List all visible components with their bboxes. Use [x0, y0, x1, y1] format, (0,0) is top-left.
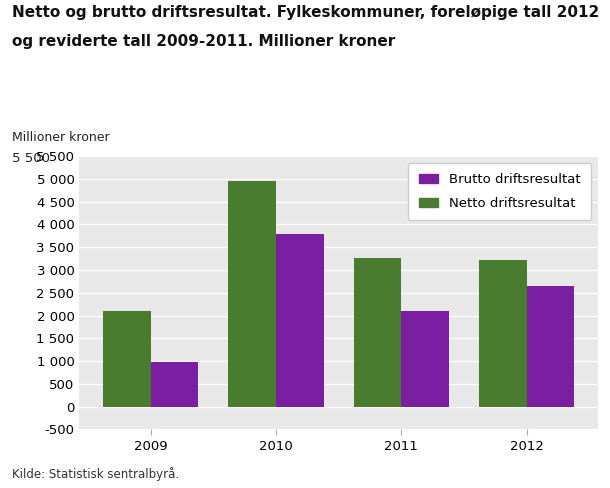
Text: Millioner kroner: Millioner kroner [12, 131, 110, 144]
Bar [228, 181, 276, 407]
Bar [103, 311, 151, 407]
Text: Kilde: Statistisk sentralbyrå.: Kilde: Statistisk sentralbyrå. [12, 467, 179, 481]
Bar [401, 311, 449, 407]
Text: og reviderte tall 2009-2011. Millioner kroner: og reviderte tall 2009-2011. Millioner k… [12, 34, 395, 49]
Bar [526, 286, 574, 407]
Bar [151, 362, 198, 407]
Bar [276, 234, 323, 407]
Text: 5 500: 5 500 [12, 152, 50, 165]
Text: Netto og brutto driftsresultat. Fylkeskommuner, foreløpige tall 2012: Netto og brutto driftsresultat. Fylkesko… [12, 5, 600, 20]
Bar [354, 258, 401, 407]
Legend: Brutto driftsresultat, Netto driftsresultat: Brutto driftsresultat, Netto driftsresul… [408, 163, 591, 221]
Bar [479, 260, 526, 407]
